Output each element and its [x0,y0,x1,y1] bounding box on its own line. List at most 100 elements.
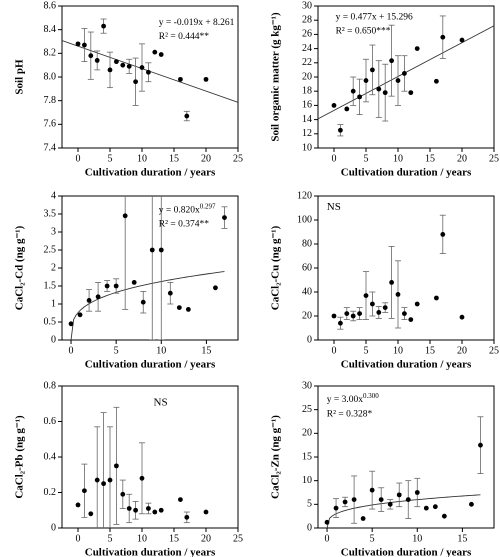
data-point [350,88,356,94]
data-point [94,58,100,63]
x-tick-label: 5 [108,533,113,544]
x-axis-title: Cultivation duration / years [341,359,472,371]
y-tick-label: 22 [302,57,312,68]
data-point [351,497,357,502]
data-point [120,62,126,68]
data-point [331,103,337,108]
y-tick-label: 2 [51,262,56,273]
y-tick-label: 14 [302,114,312,125]
y-tick-label: 24 [302,43,312,54]
data-point [113,283,119,289]
data-point [459,314,465,320]
r-squared: R² = 0.328* [327,409,373,419]
x-tick-label: 20 [457,345,467,356]
data-point [338,320,343,326]
data-point [94,477,100,483]
y-tick-label: 40 [302,286,312,297]
data-point [363,293,369,298]
data-point [382,305,388,310]
data-point [408,90,414,96]
r-squared: R² = 0.444** [159,32,209,42]
x-tick-label: 10 [156,345,166,356]
x-tick-label: 25 [489,345,499,356]
y-tick-label: 3 [51,226,56,237]
data-point [176,305,182,310]
data-point [478,442,483,448]
x-tick-label: 0 [76,533,81,544]
fit-curve [70,271,225,340]
data-point [350,313,356,319]
y-tick-label: 0.5 [44,316,57,327]
data-point [333,505,339,511]
data-point [357,311,362,316]
x-tick-label: 0 [332,153,337,164]
data-point [104,283,110,289]
x-tick-label: 5 [114,345,119,356]
y-tick-label: 120 [297,190,312,201]
fit-equation: y = 3.00x0.300 [327,392,379,406]
data-point [414,301,420,307]
x-tick-label: 15 [169,153,179,164]
data-point [149,247,155,253]
equation-exponent: 0.297 [200,202,216,210]
data-point [178,497,183,502]
data-point [114,59,119,65]
data-point [167,290,173,296]
data-point [414,490,420,495]
data-point [146,506,151,511]
x-axis-title: Cultivation duration / years [85,359,216,371]
fit-equation: y = 0.477x + 15.296 [336,13,413,23]
data-point [342,499,348,505]
data-point [88,511,94,517]
y-tick-label: 7.8 [44,95,57,106]
y-tick-label: 20 [302,310,312,321]
data-point [86,298,92,303]
data-point [213,285,218,291]
data-point [95,294,101,300]
data-point [75,502,81,508]
data-point [107,477,113,483]
data-point [158,507,164,513]
y-tick-label: 0 [307,334,312,345]
x-axis-title: Cultivation duration / years [85,547,216,557]
data-point [185,307,191,312]
x-tick-label: 15 [425,153,435,164]
y-tick-label: 8.6 [44,0,57,11]
x-tick-label: 0 [325,533,330,544]
data-point [126,506,132,511]
y-tick-label: 15 [302,451,312,462]
data-point [395,292,401,297]
y-tick-label: 0.4 [44,451,57,462]
fit-curve [326,494,481,528]
data-point [389,280,394,285]
y-tick-label: 16 [302,100,312,111]
fit-equation: y = -0.019x + 8.261 [159,18,235,28]
data-point [376,86,382,92]
x-tick-label: 10 [137,153,147,164]
data-point [369,487,375,493]
data-point [360,516,366,521]
y-axis-title: CaCl₂-Cu (ng g⁻¹) [270,225,282,310]
x-tick-label: 25 [233,533,243,544]
y-tick-label: 0.2 [44,487,57,498]
data-point [146,69,151,75]
data-point [131,280,137,285]
x-tick-label: 15 [169,533,179,544]
data-point [139,475,145,481]
y-tick-label: 12 [302,128,312,139]
y-tick-label: 28 [302,14,312,25]
y-tick-label: 30 [302,0,312,11]
data-point [357,94,362,100]
panel: 0 5 10 15 20 25 10 12 14 16 18 20 22 24 26 28 30 Cultivat… [270,0,499,178]
r-squared: R² = 0.374** [159,220,209,230]
data-point [434,78,439,84]
data-point [133,507,139,513]
panel: 0 5 10 15 20 25 0 0.2 0.4 0.6 0.8 Cultivation durat… [14,380,243,557]
data-point [101,481,106,487]
data-point [432,504,438,510]
x-tick-label: 25 [233,153,243,164]
y-tick-label: 2.5 [44,244,57,255]
data-point [370,67,375,73]
y-tick-label: 20 [302,428,312,439]
data-point [376,310,382,315]
